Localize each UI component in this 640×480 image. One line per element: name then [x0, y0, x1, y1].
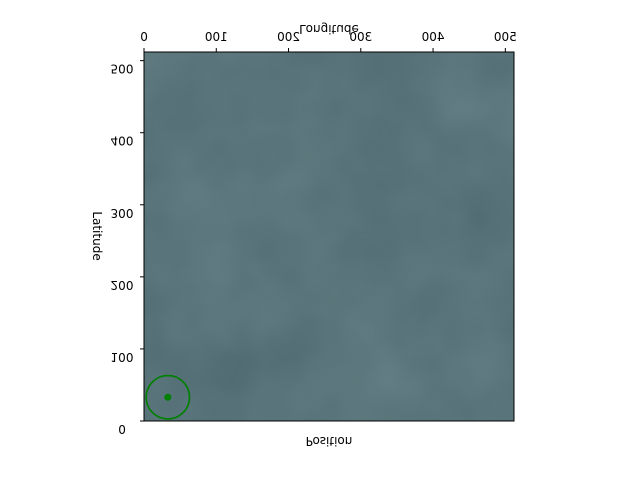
top-axis-label: Longitude	[299, 22, 359, 36]
plot-frame	[143, 51, 515, 422]
x-tick-label: 100	[205, 30, 228, 44]
y-tick-label: 300	[111, 206, 134, 220]
x-tick-label: 300	[349, 30, 372, 44]
left-axis-label: Latitude	[90, 211, 104, 260]
y-tick-label: 200	[111, 278, 134, 292]
highlight-circle	[145, 374, 191, 420]
bottom-axis-label: Position	[306, 434, 353, 448]
x-tick-label: 500	[494, 30, 517, 44]
plot-area	[143, 51, 515, 422]
y-axis-ticks: 0 100 200 300 400 500	[111, 60, 144, 436]
x-tick-label: 400	[422, 30, 445, 44]
marks	[145, 374, 191, 420]
x-tick-label: 0	[140, 30, 148, 44]
y-tick-label: 500	[111, 62, 134, 76]
plot-texture	[144, 52, 514, 421]
y-tick-label: 100	[111, 350, 134, 364]
y-tick-label: 0	[118, 422, 126, 436]
x-tick-label: 200	[277, 30, 300, 44]
y-tick-label: 400	[111, 134, 134, 148]
data-point	[164, 393, 172, 401]
x-axis-ticks: 0 100 200 300 400 500	[140, 30, 517, 52]
